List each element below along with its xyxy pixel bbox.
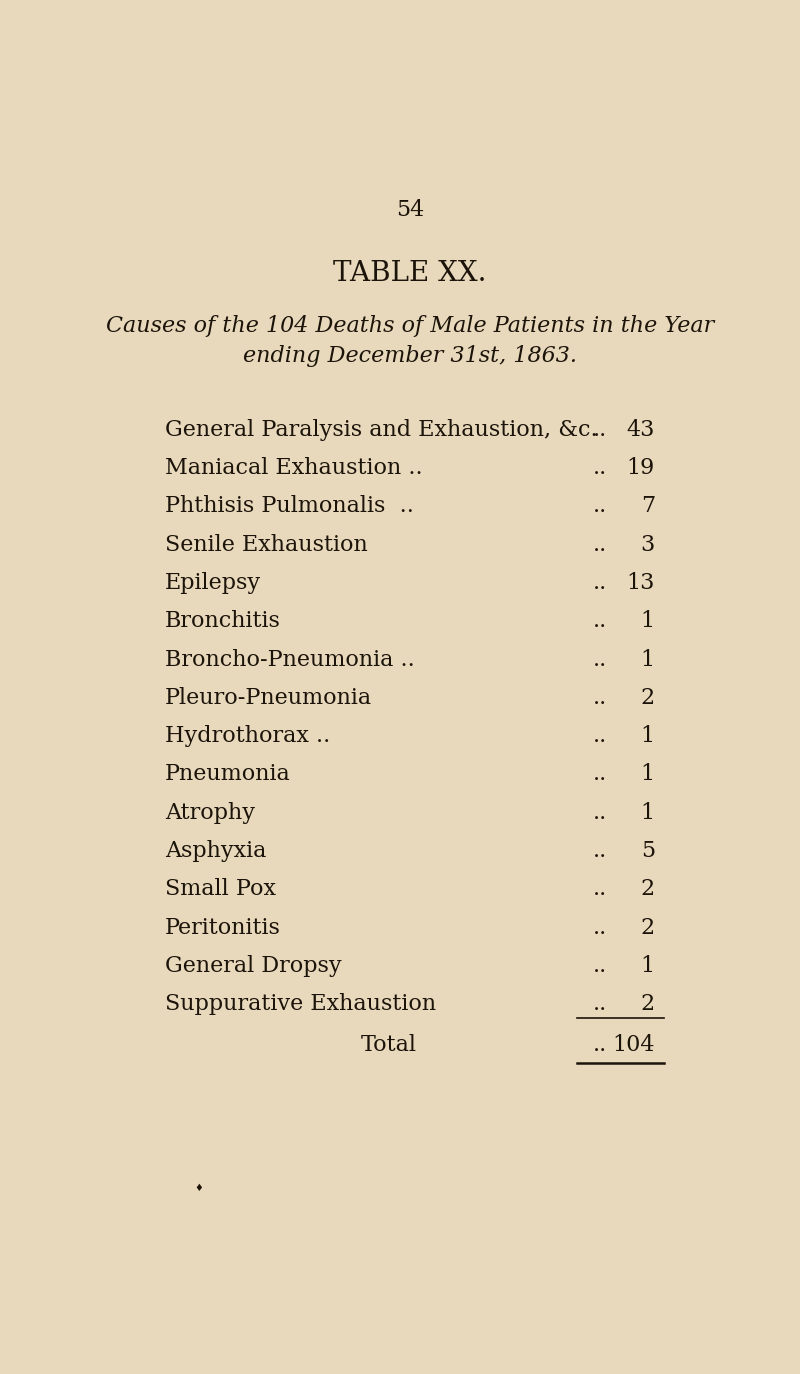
Text: 1: 1 <box>641 764 655 786</box>
Text: Phthisis Pulmonalis  ..: Phthisis Pulmonalis .. <box>165 496 414 518</box>
Text: ..: .. <box>593 533 607 555</box>
Text: 13: 13 <box>626 572 655 594</box>
Text: Pneumonia: Pneumonia <box>165 764 291 786</box>
Text: ..: .. <box>593 610 607 632</box>
Text: Bronchitis: Bronchitis <box>165 610 281 632</box>
Text: 2: 2 <box>641 916 655 938</box>
Text: ..: .. <box>593 687 607 709</box>
Text: Hydrothorax ..: Hydrothorax .. <box>165 725 330 747</box>
Text: ..: .. <box>593 458 607 480</box>
Text: Atrophy: Atrophy <box>165 802 255 824</box>
Text: 1: 1 <box>641 649 655 671</box>
Text: Causes of the 104 Deaths of Male Patients in the Year: Causes of the 104 Deaths of Male Patient… <box>106 315 714 337</box>
Text: 1: 1 <box>641 802 655 824</box>
Text: 43: 43 <box>626 419 655 441</box>
Text: 7: 7 <box>641 496 655 518</box>
Text: 1: 1 <box>641 955 655 977</box>
Text: 19: 19 <box>626 458 655 480</box>
Text: 2: 2 <box>641 687 655 709</box>
Text: 54: 54 <box>396 199 424 221</box>
Text: 104: 104 <box>613 1033 655 1055</box>
Text: ..: .. <box>593 993 607 1015</box>
Text: Senile Exhaustion: Senile Exhaustion <box>165 533 368 555</box>
Text: ..: .. <box>593 840 607 861</box>
Text: ..: .. <box>593 725 607 747</box>
Text: Epilepsy: Epilepsy <box>165 572 262 594</box>
Text: ..: .. <box>593 802 607 824</box>
Text: ..: .. <box>593 649 607 671</box>
Text: Maniacal Exhaustion ..: Maniacal Exhaustion .. <box>165 458 422 480</box>
Text: ..: .. <box>593 572 607 594</box>
Text: Total: Total <box>360 1033 416 1055</box>
Text: ..: .. <box>593 955 607 977</box>
Text: ..: .. <box>593 916 607 938</box>
Text: Peritonitis: Peritonitis <box>165 916 281 938</box>
Text: TABLE XX.: TABLE XX. <box>334 260 486 287</box>
Text: ..: .. <box>593 1033 607 1055</box>
Text: 1: 1 <box>641 725 655 747</box>
Text: Pleuro-Pneumonia: Pleuro-Pneumonia <box>165 687 372 709</box>
Text: ..: .. <box>593 496 607 518</box>
Text: ..: .. <box>593 764 607 786</box>
Text: 3: 3 <box>641 533 655 555</box>
Text: General Dropsy: General Dropsy <box>165 955 342 977</box>
Text: 2: 2 <box>641 993 655 1015</box>
Text: 5: 5 <box>641 840 655 861</box>
Text: ..: .. <box>593 878 607 900</box>
Text: Suppurative Exhaustion: Suppurative Exhaustion <box>165 993 436 1015</box>
Text: ♦: ♦ <box>195 1184 203 1193</box>
Text: 1: 1 <box>641 610 655 632</box>
Text: General Paralysis and Exhaustion, &c.: General Paralysis and Exhaustion, &c. <box>165 419 598 441</box>
Text: Broncho-Pneumonia ..: Broncho-Pneumonia .. <box>165 649 415 671</box>
Text: Small Pox: Small Pox <box>165 878 276 900</box>
Text: Asphyxia: Asphyxia <box>165 840 266 861</box>
Text: 2: 2 <box>641 878 655 900</box>
Text: ..: .. <box>593 419 607 441</box>
Text: ending December 31st, 1863.: ending December 31st, 1863. <box>243 345 577 367</box>
